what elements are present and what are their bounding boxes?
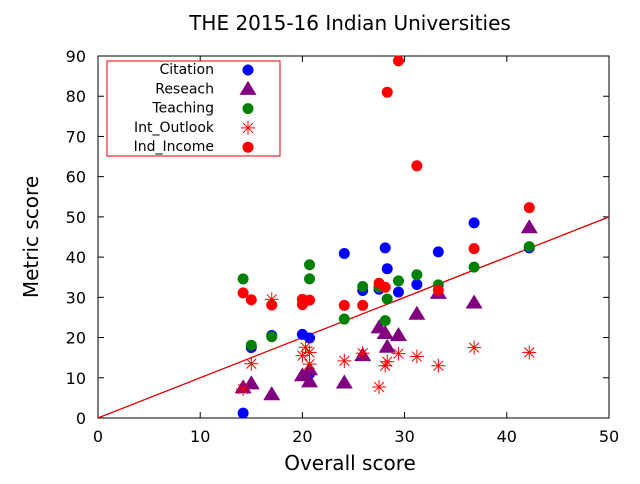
data-point-reseach (378, 338, 396, 353)
data-point-int-outlook (244, 356, 259, 371)
data-point-reseach (301, 373, 319, 388)
data-point-reseach (376, 325, 394, 340)
y-tick-label: 40 (66, 248, 86, 267)
data-point-ind-income (304, 294, 316, 306)
legend-label-reseach: Reseach (155, 81, 214, 97)
plot-area: 0 10 20 30 40 50 0 10 20 30 40 50 60 70 80 90 (66, 47, 620, 446)
legend: Citation Reseach Teaching Int_Outlook Ind_In… (106, 60, 281, 157)
data-point-teaching (245, 339, 257, 351)
data-point-teaching (338, 313, 350, 325)
legend-marker-ind-income (242, 141, 254, 153)
data-point-ind-income (266, 299, 278, 311)
data-point-teaching (381, 293, 393, 305)
y-tick-label: 50 (66, 208, 86, 227)
legend-marker-teaching (242, 103, 254, 115)
data-point-ind-income (237, 287, 249, 299)
data-point-reseach (408, 305, 426, 320)
x-axis-label: Overall score (284, 451, 416, 475)
data-point-teaching (468, 261, 480, 273)
legend-label-teaching: Teaching (151, 101, 214, 117)
data-point-ind-income (379, 281, 391, 293)
data-point-citation (392, 286, 404, 298)
data-point-reseach (389, 327, 407, 342)
data-point-int-outlook (337, 353, 352, 368)
y-tick-label: 80 (66, 87, 86, 106)
y-tick-label: 0 (76, 409, 86, 428)
data-point-ind-income (338, 299, 350, 311)
data-point-ind-income (381, 86, 393, 98)
data-point-citation (379, 242, 391, 254)
data-point-ind-income (411, 160, 423, 172)
legend-marker-reseach (239, 80, 257, 95)
plot-frame (97, 55, 610, 419)
trend-line (98, 216, 609, 418)
data-point-citation (237, 407, 249, 419)
data-point-int-outlook (302, 357, 317, 372)
y-tick-label: 20 (66, 329, 86, 348)
data-point-teaching (304, 273, 316, 285)
y-axis-label: Metric score (19, 176, 43, 298)
data-point-citation (338, 247, 350, 259)
data-point-ind-income (468, 243, 480, 255)
x-tick-label: 10 (190, 427, 210, 446)
data-point-citation (411, 278, 423, 290)
data-point-citation (304, 332, 316, 344)
data-point-ind-income (245, 294, 257, 306)
data-point-teaching (237, 273, 249, 285)
data-point-ind-income (392, 55, 404, 67)
chart-title: THE 2015-16 Indian Universities (188, 11, 511, 35)
x-tick-label: 0 (93, 427, 103, 446)
data-point-int-outlook (522, 345, 537, 360)
data-point-int-outlook (467, 340, 482, 355)
x-tick-label: 40 (497, 427, 517, 446)
data-point-citation (381, 263, 393, 275)
data-point-int-outlook (355, 346, 370, 361)
data-point-int-outlook (298, 340, 313, 355)
legend-label-int-outlook: Int_Outlook (134, 120, 215, 136)
data-point-int-outlook (236, 382, 251, 397)
data-point-int-outlook (431, 358, 446, 373)
data-point-int-outlook (409, 349, 424, 364)
data-point-citation (468, 217, 480, 229)
x-tick-label: 30 (394, 427, 414, 446)
data-point-teaching (411, 269, 423, 281)
data-point-teaching (523, 241, 535, 253)
series-ind-income (237, 55, 535, 311)
data-point-teaching (392, 275, 404, 287)
legend-marker-citation (242, 64, 254, 76)
x-tick-label: 50 (599, 427, 619, 446)
data-point-citation (432, 246, 444, 258)
data-point-reseach (465, 294, 483, 309)
legend-label-citation: Citation (159, 62, 214, 78)
series-teaching (237, 241, 535, 351)
data-point-int-outlook (380, 354, 395, 369)
data-point-int-outlook (391, 346, 406, 361)
y-tick-label: 30 (66, 288, 86, 307)
data-point-int-outlook (378, 358, 393, 373)
data-point-ind-income (357, 299, 369, 311)
data-point-reseach (335, 374, 353, 389)
data-point-int-outlook (372, 380, 387, 395)
data-point-ind-income (523, 202, 535, 214)
data-point-teaching (379, 315, 391, 327)
data-point-teaching (357, 280, 369, 292)
data-point-teaching (266, 331, 278, 343)
y-tick-label: 10 (66, 369, 86, 388)
legend-label-ind-income: Ind_Income (134, 139, 214, 155)
data-point-reseach (263, 386, 281, 401)
data-point-teaching (304, 259, 316, 271)
y-tick-label: 60 (66, 168, 86, 187)
y-tick-label: 90 (66, 47, 86, 66)
legend-marker-int-outlook (241, 120, 255, 135)
y-tick-label: 70 (66, 127, 86, 146)
data-point-reseach (520, 219, 538, 234)
x-tick-label: 20 (292, 427, 312, 446)
data-point-reseach (242, 375, 260, 390)
data-point-ind-income (432, 284, 444, 296)
